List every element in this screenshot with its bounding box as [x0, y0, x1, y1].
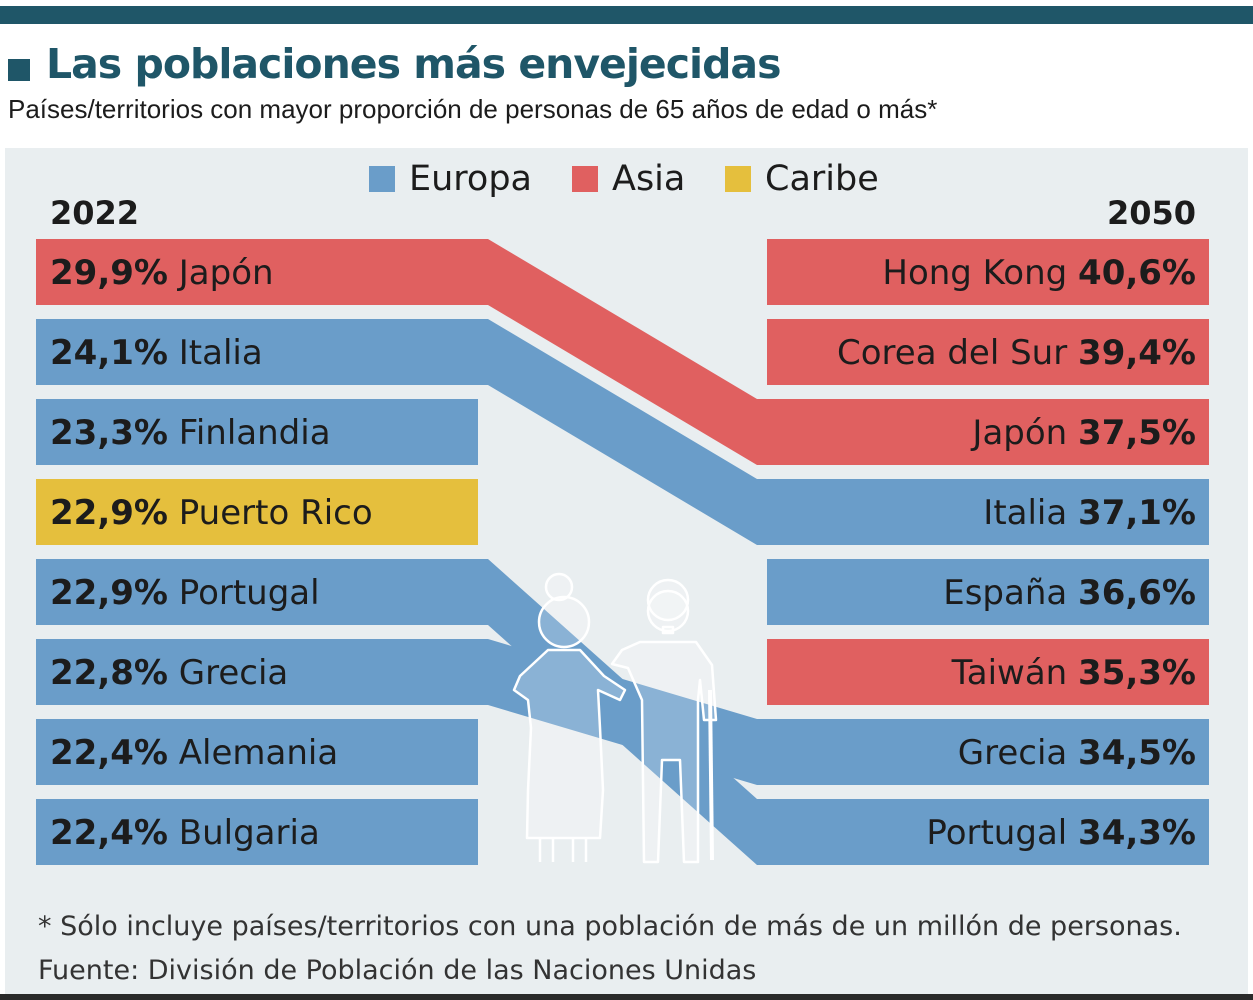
right-grecia-value: 34,5%	[1078, 733, 1196, 773]
connector-italia	[478, 319, 767, 545]
left-finlandia-label: 23,3% Finlandia	[50, 413, 331, 453]
left-japon-label: 29,9% Japón	[50, 253, 274, 293]
left-bulgaria-value: 22,4%	[50, 813, 168, 853]
right-corea-del-sur-bar	[767, 319, 1209, 385]
right-portugal-bar	[767, 799, 1209, 865]
legend-swatch-caribe	[725, 166, 751, 192]
left-finlandia-bar	[36, 399, 478, 465]
left-grecia-value: 22,8%	[50, 653, 168, 693]
title-square-icon	[8, 59, 30, 81]
right-corea-del-sur-value: 39,4%	[1078, 333, 1196, 373]
right-italia-country: Italia	[983, 493, 1078, 533]
left-puerto-rico-country: Puerto Rico	[168, 493, 373, 533]
right-italia-label: Italia 37,1%	[983, 493, 1196, 533]
right-ranking: Hong Kong 40,6%Corea del Sur 39,4%Japón …	[767, 239, 1209, 865]
right-japon-country: Japón	[970, 413, 1078, 453]
left-bulgaria-country: Bulgaria	[168, 813, 320, 853]
left-puerto-rico-label: 22,9% Puerto Rico	[50, 493, 373, 533]
left-japon-value: 29,9%	[50, 253, 168, 293]
man-body-icon	[610, 640, 718, 864]
right-taiwan-label: Taiwán 35,3%	[951, 653, 1196, 693]
left-japon-country: Japón	[168, 253, 274, 293]
right-taiwan-value: 35,3%	[1078, 653, 1196, 693]
left-portugal-value: 22,9%	[50, 573, 168, 613]
left-puerto-rico-bar	[36, 479, 478, 545]
left-italia-value: 24,1%	[50, 333, 168, 373]
chart-subtitle: Países/territorios con mayor proporción …	[8, 94, 938, 124]
year-label-left: 2022	[50, 194, 139, 232]
woman-hair-bun-icon	[544, 572, 574, 602]
right-portugal-country: Portugal	[926, 813, 1078, 853]
left-portugal-country: Portugal	[168, 573, 320, 613]
left-alemania-country: Alemania	[168, 733, 338, 773]
left-italia-bar	[36, 319, 478, 385]
right-espana-bar	[767, 559, 1209, 625]
left-italia-country: Italia	[168, 333, 263, 373]
left-grecia-label: 22,8% Grecia	[50, 653, 288, 693]
right-corea-del-sur-label: Corea del Sur 39,4%	[837, 333, 1196, 373]
woman-body-icon	[512, 648, 627, 840]
left-finlandia-country: Finlandia	[168, 413, 331, 453]
legend-label-asia: Asia	[612, 159, 685, 199]
legend-label-europa: Europa	[409, 159, 532, 199]
left-alemania-bar	[36, 719, 478, 785]
right-japon-label: Japón 37,5%	[970, 413, 1196, 453]
left-puerto-rico-value: 22,9%	[50, 493, 168, 533]
right-hong-kong-value: 40,6%	[1078, 253, 1196, 293]
woman-legs-icon	[538, 838, 588, 862]
right-grecia-bar	[767, 719, 1209, 785]
right-japon-bar	[767, 399, 1209, 465]
woman-head-icon	[537, 595, 591, 649]
right-taiwan-country: Taiwán	[951, 653, 1078, 693]
right-espana-country: España	[943, 573, 1078, 613]
right-hong-kong-bar	[767, 239, 1209, 305]
title-row: Las poblaciones más envejecidas	[8, 38, 781, 90]
legend: Europa Asia Caribe	[369, 159, 879, 199]
left-japon-bar	[36, 239, 478, 305]
connector-japon	[478, 239, 767, 465]
chart-title: Las poblaciones más envejecidas	[46, 40, 781, 88]
elderly-couple-illustration	[512, 572, 718, 864]
man-head-icon	[646, 589, 690, 633]
legend-swatch-asia	[572, 166, 598, 192]
legend-swatch-europa	[369, 166, 395, 192]
left-portugal-label: 22,9% Portugal	[50, 573, 320, 613]
left-finlandia-value: 23,3%	[50, 413, 168, 453]
left-grecia-bar	[36, 639, 478, 705]
right-portugal-value: 34,3%	[1078, 813, 1196, 853]
right-grecia-label: Grecia 34,5%	[958, 733, 1196, 773]
left-italia-label: 24,1% Italia	[50, 333, 263, 373]
source-note: Fuente: División de Población de las Nac…	[38, 955, 756, 986]
top-bar	[0, 6, 1253, 24]
left-alemania-value: 22,4%	[50, 733, 168, 773]
connectors	[478, 239, 767, 865]
right-taiwan-bar	[767, 639, 1209, 705]
left-bulgaria-label: 22,4% Bulgaria	[50, 813, 320, 853]
right-italia-value: 37,1%	[1078, 493, 1196, 533]
walking-cane-icon	[708, 689, 714, 861]
right-italia-bar	[767, 479, 1209, 545]
left-alemania-label: 22,4% Alemania	[50, 733, 338, 773]
man-hair-icon	[646, 578, 690, 622]
legend-label-caribe: Caribe	[765, 159, 879, 199]
right-hong-kong-country: Hong Kong	[882, 253, 1078, 293]
man-bowtie-icon	[661, 625, 675, 635]
right-espana-value: 36,6%	[1078, 573, 1196, 613]
left-grecia-country: Grecia	[168, 653, 288, 693]
right-corea-del-sur-country: Corea del Sur	[837, 333, 1078, 373]
right-espana-label: España 36,6%	[943, 573, 1196, 613]
footnote: * Sólo incluye países/territorios con un…	[38, 911, 1182, 942]
right-japon-value: 37,5%	[1078, 413, 1196, 453]
bottom-bar	[0, 994, 1253, 1000]
year-label-right: 2050	[1107, 194, 1196, 232]
connector-grecia	[478, 639, 767, 785]
left-bulgaria-bar	[36, 799, 478, 865]
right-grecia-country: Grecia	[958, 733, 1078, 773]
right-hong-kong-label: Hong Kong 40,6%	[882, 253, 1196, 293]
left-portugal-bar	[36, 559, 478, 625]
right-portugal-label: Portugal 34,3%	[926, 813, 1196, 853]
